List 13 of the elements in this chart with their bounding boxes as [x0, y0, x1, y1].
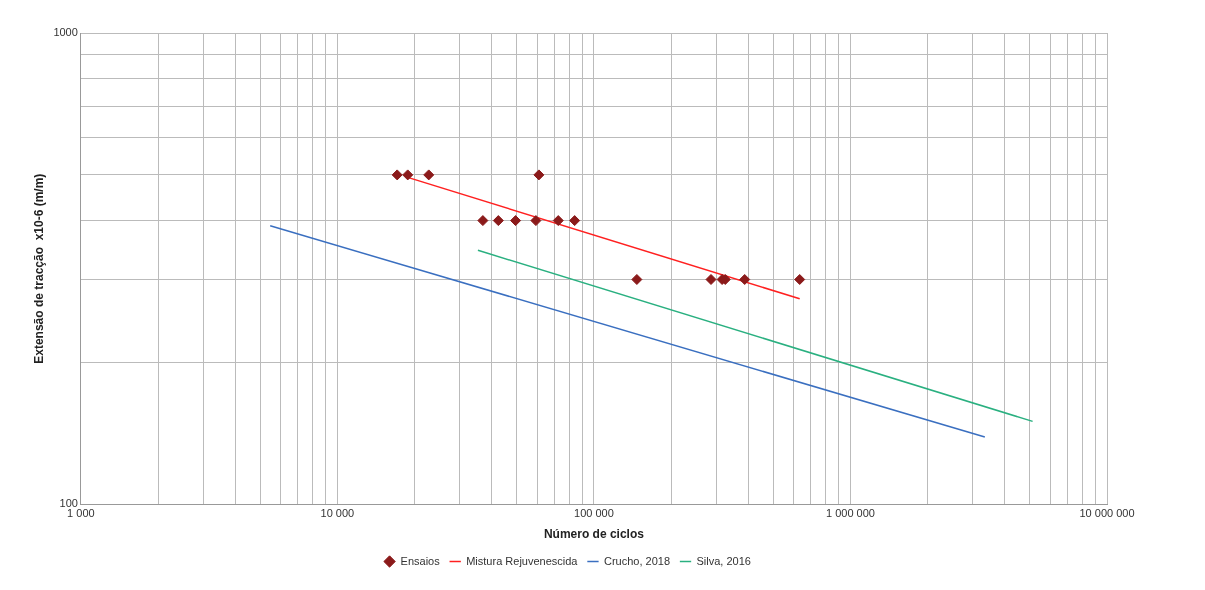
x-axis-title: Número de ciclos — [543, 527, 645, 542]
y-tick-label: 100 — [59, 497, 78, 510]
x-tick-label: 10 000 000 — [1079, 507, 1135, 520]
y-tick-label: 1000 — [53, 26, 78, 39]
x-tick-label: 1 000 — [67, 507, 95, 520]
legend-label: Ensaios — [400, 554, 441, 567]
legend-label: Crucho, 2018 — [603, 554, 671, 567]
x-tick-label: 10 000 — [320, 507, 355, 520]
y-axis-title: Extensão de tracção x10-6 (m/m) — [31, 173, 46, 364]
x-tick-label: 1 000 000 — [826, 507, 875, 520]
x-tick-label: 100 000 — [574, 507, 614, 520]
legend-label: Silva, 2016 — [696, 554, 751, 567]
legend-label: Mistura Rejuvenescida — [466, 554, 579, 567]
